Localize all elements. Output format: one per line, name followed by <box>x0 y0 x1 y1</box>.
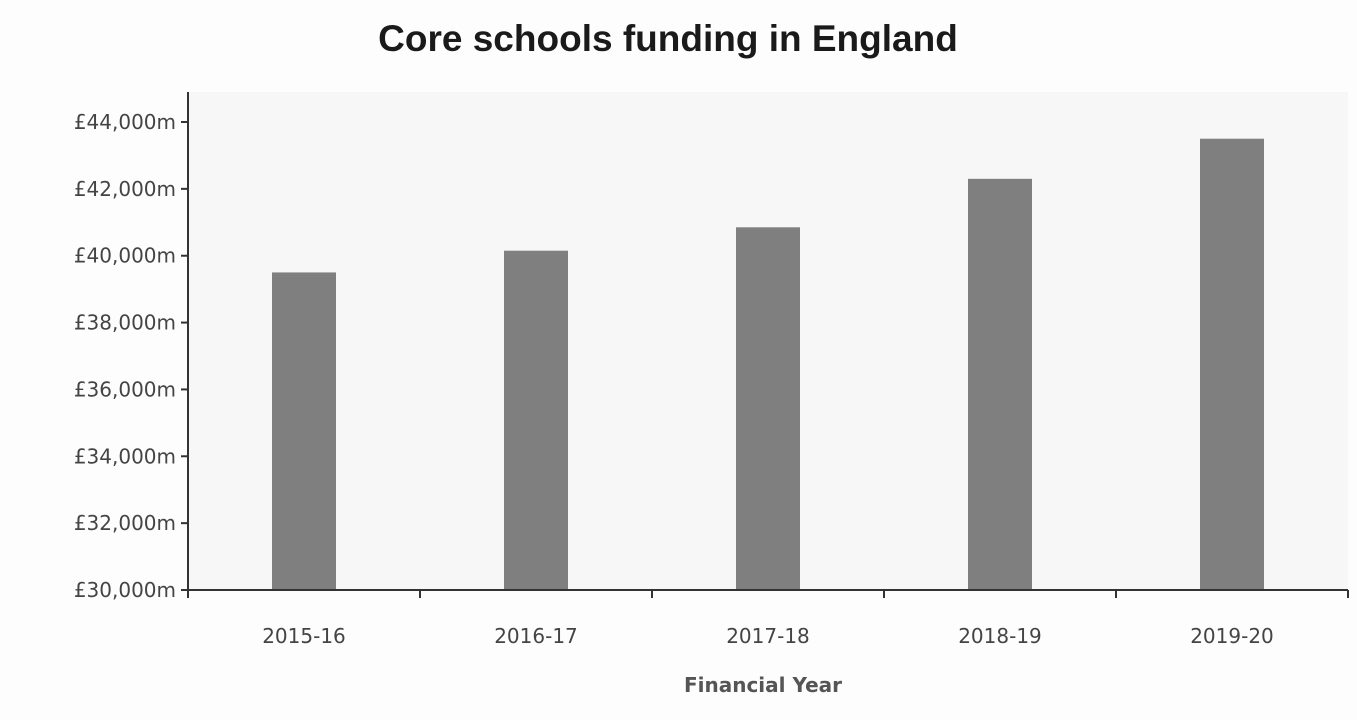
y-tick-label: £34,000m <box>74 444 176 468</box>
bars-group <box>272 138 1264 591</box>
bar-2018-19 <box>968 178 1032 591</box>
y-axis-ticks: £30,000m £32,000m £34,000m £36,000m £38,000m… <box>74 110 188 602</box>
y-tick-label: £36,000m <box>74 377 176 401</box>
x-tick-label: 2019-20 <box>1190 624 1274 648</box>
x-tick-label: 2015-16 <box>262 624 346 648</box>
y-tick-label: £42,000m <box>74 177 176 201</box>
y-tick-label: £40,000m <box>74 244 176 268</box>
bar-2019-20 <box>1200 138 1264 590</box>
y-tick-label: £38,000m <box>74 311 176 335</box>
x-axis-ticks: 2015-16 2016-17 2017-18 2018-19 2019-20 <box>187 590 1349 648</box>
x-tick-label: 2016-17 <box>494 624 578 648</box>
y-tick-label: £44,000m <box>74 110 176 134</box>
bar-2017-18 <box>736 227 800 591</box>
y-tick-label: £30,000m <box>74 578 176 602</box>
x-tick-label: 2017-18 <box>726 624 810 648</box>
x-tick-label: 2018-19 <box>958 624 1042 648</box>
y-tick-label: £32,000m <box>74 511 176 535</box>
x-axis-title: Financial Year <box>684 673 842 697</box>
chart-title: Core schools funding in England <box>378 18 958 59</box>
bar-2015-16 <box>272 272 336 590</box>
bar-2016-17 <box>504 250 568 590</box>
